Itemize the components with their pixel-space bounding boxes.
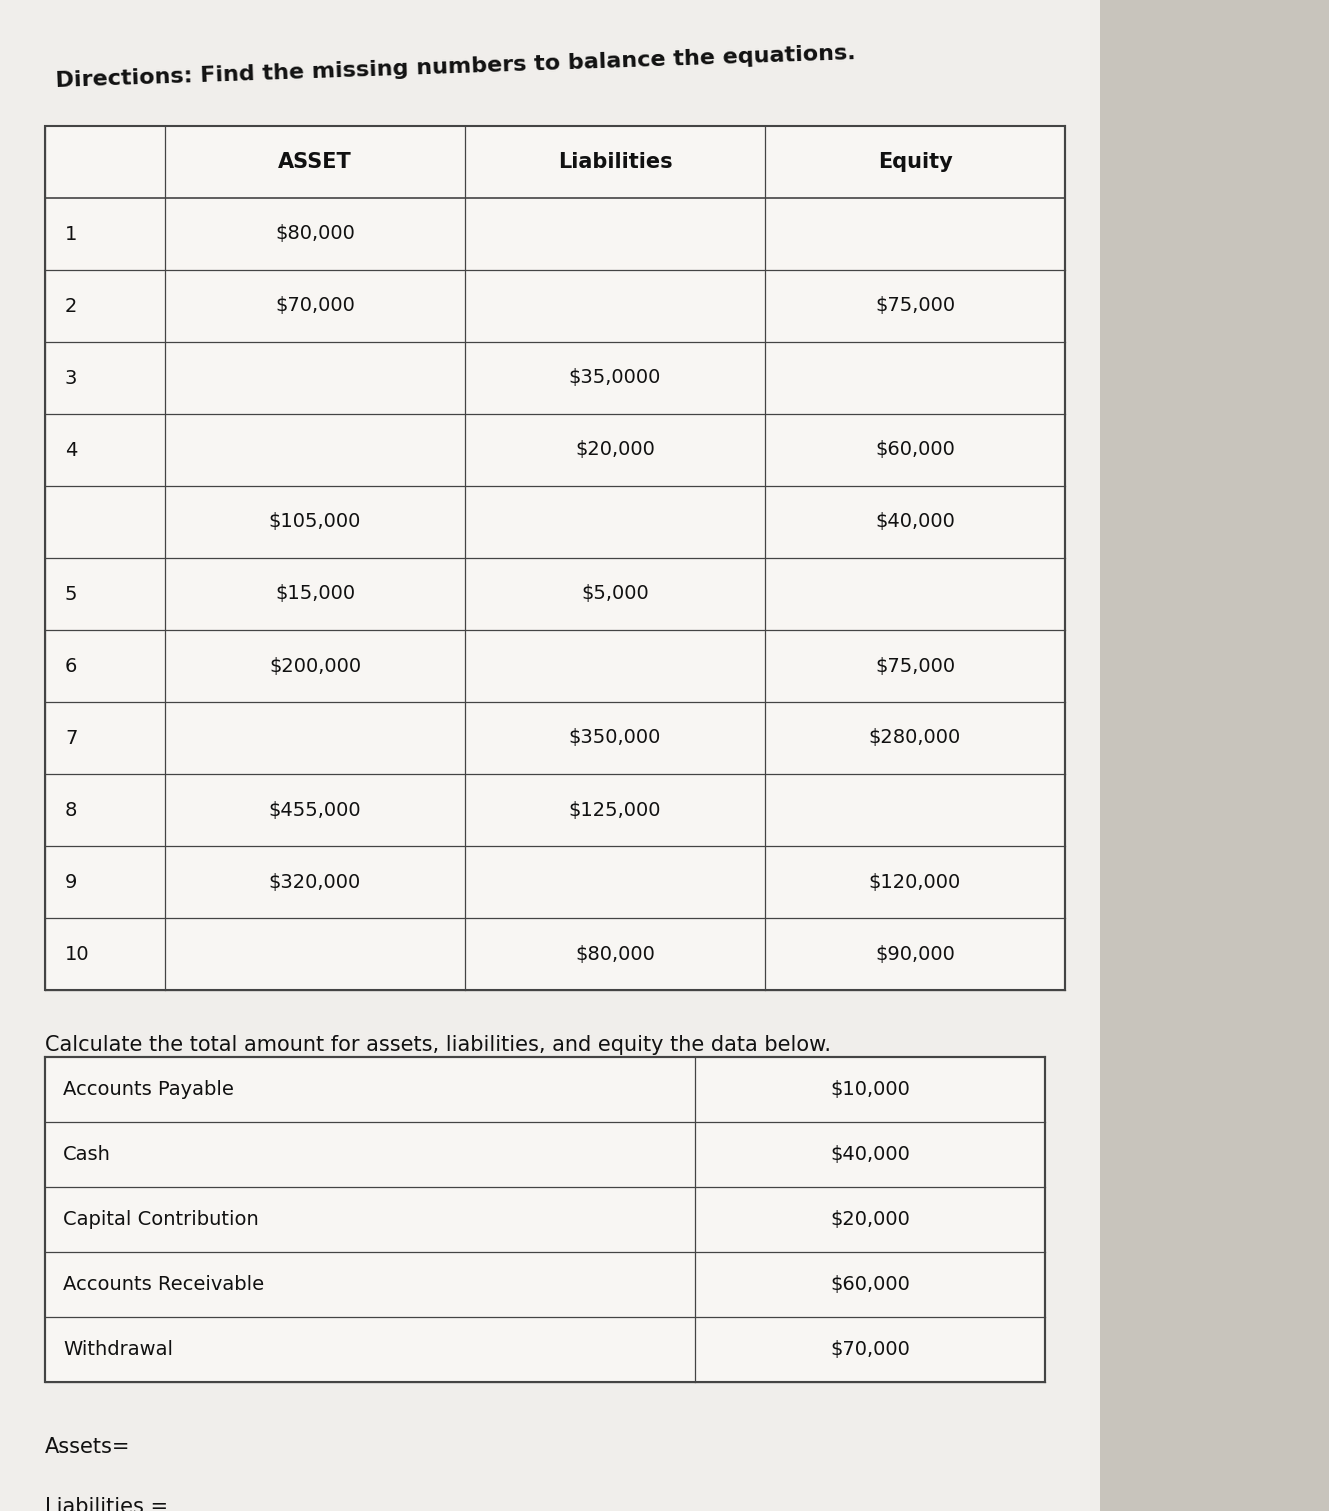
Text: 9: 9: [65, 872, 77, 891]
Text: Capital Contribution: Capital Contribution: [62, 1210, 259, 1228]
Text: $5,000: $5,000: [581, 585, 649, 603]
Text: $90,000: $90,000: [874, 944, 956, 964]
Text: $320,000: $320,000: [268, 872, 361, 891]
Text: $20,000: $20,000: [575, 441, 655, 459]
Text: 10: 10: [65, 944, 89, 964]
Text: $70,000: $70,000: [275, 296, 355, 316]
Text: $15,000: $15,000: [275, 585, 355, 603]
Text: Liabilities =: Liabilities =: [45, 1497, 169, 1511]
Text: $200,000: $200,000: [268, 656, 361, 675]
Text: 7: 7: [65, 728, 77, 748]
Text: Accounts Receivable: Accounts Receivable: [62, 1275, 264, 1293]
Text: $80,000: $80,000: [275, 225, 355, 243]
Text: $105,000: $105,000: [268, 512, 361, 532]
Text: $35,0000: $35,0000: [569, 369, 662, 387]
Text: 3: 3: [65, 369, 77, 387]
Text: $120,000: $120,000: [869, 872, 961, 891]
Text: $10,000: $10,000: [831, 1080, 910, 1098]
Text: Withdrawal: Withdrawal: [62, 1340, 173, 1358]
Text: $60,000: $60,000: [831, 1275, 910, 1293]
Text: $455,000: $455,000: [268, 801, 361, 819]
Text: $75,000: $75,000: [874, 296, 956, 316]
Text: 5: 5: [65, 585, 77, 603]
Text: 6: 6: [65, 656, 77, 675]
Text: Assets=: Assets=: [45, 1437, 130, 1457]
Text: 4: 4: [65, 441, 77, 459]
Text: 2: 2: [65, 296, 77, 316]
Text: Calculate the total amount for assets, liabilities, and equity the data below.: Calculate the total amount for assets, l…: [45, 1035, 831, 1055]
Text: 1: 1: [65, 225, 77, 243]
Text: $60,000: $60,000: [874, 441, 956, 459]
FancyBboxPatch shape: [45, 1058, 1045, 1383]
Text: Directions: Find the missing numbers to balance the equations.: Directions: Find the missing numbers to …: [54, 42, 856, 91]
Text: $80,000: $80,000: [575, 944, 655, 964]
Text: $40,000: $40,000: [874, 512, 956, 532]
Text: Liabilities: Liabilities: [558, 153, 672, 172]
Text: ASSET: ASSET: [278, 153, 352, 172]
Text: Accounts Payable: Accounts Payable: [62, 1080, 234, 1098]
Text: $20,000: $20,000: [831, 1210, 910, 1228]
FancyBboxPatch shape: [0, 0, 1100, 1511]
FancyBboxPatch shape: [45, 125, 1065, 990]
Text: $40,000: $40,000: [831, 1145, 910, 1163]
Text: $280,000: $280,000: [869, 728, 961, 748]
Text: $350,000: $350,000: [569, 728, 662, 748]
Text: 8: 8: [65, 801, 77, 819]
Text: $75,000: $75,000: [874, 656, 956, 675]
Text: Cash: Cash: [62, 1145, 110, 1163]
Text: Equity: Equity: [877, 153, 953, 172]
Text: $70,000: $70,000: [831, 1340, 910, 1358]
Text: $125,000: $125,000: [569, 801, 662, 819]
